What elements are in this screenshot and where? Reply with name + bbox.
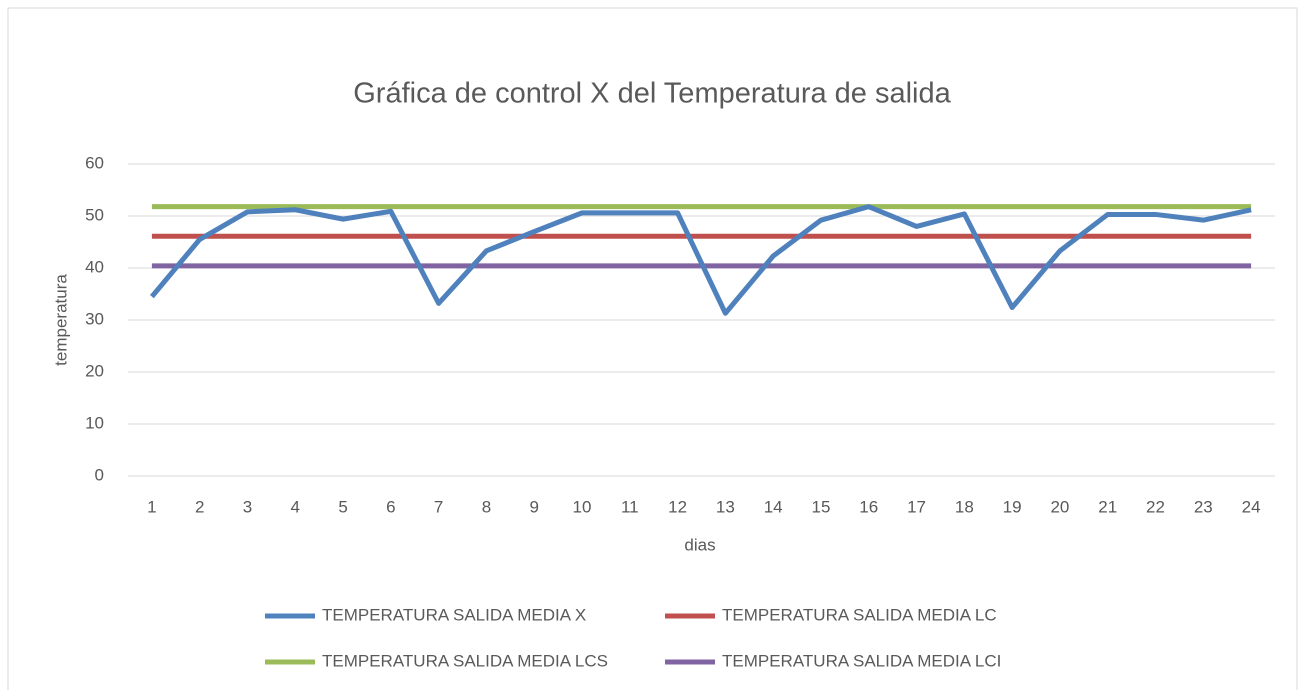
x-tick-label: 16 bbox=[859, 497, 878, 516]
x-tick-label: 14 bbox=[764, 497, 783, 516]
x-tick-label: 11 bbox=[621, 497, 639, 516]
x-tick-label: 20 bbox=[1050, 497, 1069, 516]
x-tick-label: 23 bbox=[1194, 497, 1213, 516]
x-tick-label: 2 bbox=[195, 497, 204, 516]
x-tick-label: 8 bbox=[482, 497, 491, 516]
x-tick-label: 3 bbox=[243, 497, 252, 516]
y-tick-label: 10 bbox=[85, 413, 104, 432]
x-tick-label: 21 bbox=[1098, 497, 1117, 516]
legend-label: TEMPERATURA SALIDA MEDIA LC bbox=[722, 605, 997, 624]
x-tick-label: 24 bbox=[1242, 497, 1261, 516]
y-tick-label: 20 bbox=[85, 361, 104, 380]
x-tick-label: 1 bbox=[147, 497, 156, 516]
x-tick-label: 6 bbox=[386, 497, 395, 516]
y-tick-label: 0 bbox=[95, 465, 104, 484]
legend-label: TEMPERATURA SALIDA MEDIA LCS bbox=[322, 651, 608, 670]
x-tick-label: 18 bbox=[955, 497, 974, 516]
x-tick-label: 5 bbox=[338, 497, 347, 516]
x-tick-label: 10 bbox=[573, 497, 592, 516]
x-tick-label: 12 bbox=[668, 497, 687, 516]
x-tick-label: 15 bbox=[812, 497, 831, 516]
x-tick-label: 13 bbox=[716, 497, 735, 516]
y-tick-label: 60 bbox=[85, 153, 104, 172]
legend-label: TEMPERATURA SALIDA MEDIA X bbox=[322, 605, 586, 624]
chart-frame bbox=[7, 7, 1298, 690]
x-axis-label: dias bbox=[684, 535, 715, 554]
x-tick-label: 9 bbox=[529, 497, 538, 516]
x-tick-label: 17 bbox=[907, 497, 926, 516]
series-line bbox=[149, 204, 1252, 316]
y-tick-label: 50 bbox=[85, 205, 104, 224]
legend-label: TEMPERATURA SALIDA MEDIA LCI bbox=[722, 651, 1001, 670]
x-tick-label: 22 bbox=[1146, 497, 1165, 516]
chart-title: Gráfica de control X del Temperatura de … bbox=[353, 78, 951, 110]
y-tick-label: 40 bbox=[85, 257, 104, 276]
y-tick-label: 30 bbox=[85, 309, 104, 328]
x-tick-label: 7 bbox=[434, 497, 443, 516]
x-tick-label: 4 bbox=[291, 497, 300, 516]
y-axis-label: temperatura bbox=[51, 274, 70, 366]
x-tick-label: 19 bbox=[1003, 497, 1022, 516]
